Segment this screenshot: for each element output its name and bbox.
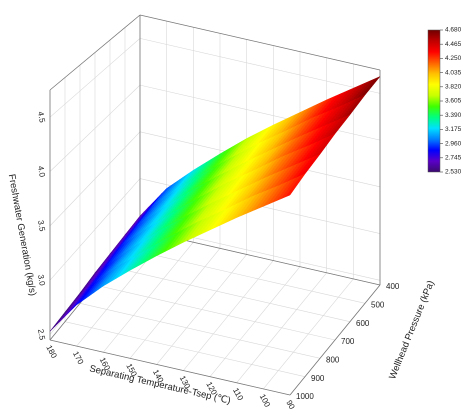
colorbar-label: 3.390 [445,112,462,119]
y-tick-label: 900 [311,374,325,383]
axis-edge [139,14,381,71]
grid-line [139,84,381,141]
colorbar-label: 2.530 [445,169,462,176]
colorbar-label: 4.680 [445,27,462,34]
x-tick-label: 170 [71,350,85,366]
z-tick-label: 2.5 [36,328,47,341]
colorbar-label: 2.960 [445,140,462,147]
grid-line [49,131,141,227]
axis-edge [289,284,381,396]
colorbar-label: 4.250 [445,55,462,62]
colorbar-label: 4.035 [445,69,462,76]
x-tick-label: 180 [44,344,58,360]
colorbar-label: 3.605 [445,98,462,105]
y-tick-label: 1000 [296,392,314,401]
axis-edge [49,14,141,91]
z-tick-label: 4.5 [36,111,47,124]
colorbar-label: 3.820 [445,84,462,91]
grid-line [49,178,141,281]
x-tick-label: 90 [284,399,296,412]
colorbar [427,29,441,173]
axis-edge [49,339,291,396]
y-tick-label: 500 [371,300,385,309]
surface-cell [284,173,306,198]
x-tick-label: 100 [258,393,272,409]
grid-line [49,84,141,172]
y-tick-label: 400 [386,282,400,291]
y-tick-label: 700 [341,337,355,346]
y-axis-title: Wellhead Pressure (kPa) [387,279,437,381]
grid-line [124,248,366,304]
z-tick-label: 4.0 [36,165,47,178]
grid-line [94,284,336,341]
z-tick-label: 3.0 [36,274,47,287]
colorbar-label: 4.465 [445,41,462,48]
grid-line [109,266,351,322]
grid-line [139,38,381,94]
colorbar-label: 3.175 [445,126,462,133]
z-tick-label: 3.5 [36,220,47,233]
grid-line [49,38,141,118]
y-tick-label: 600 [356,319,370,328]
grid-line [64,321,306,377]
y-tick-label: 800 [326,355,340,364]
z-axis-title: Freshwater Generation (kg/s) [6,173,38,297]
grid-line [79,303,321,359]
colorbar-label: 2.745 [445,155,462,162]
x-tick-label: 110 [231,386,245,402]
